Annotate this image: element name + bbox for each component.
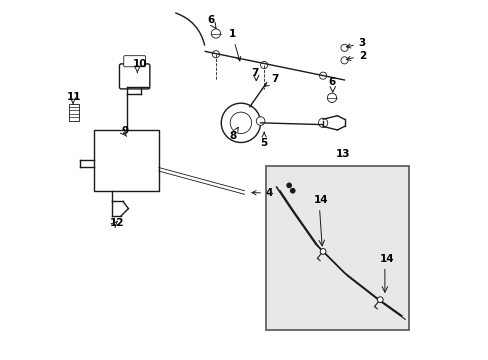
Text: 6: 6 (328, 77, 335, 87)
Circle shape (320, 249, 325, 254)
Bar (69, 104, 80, 121)
Bar (94, 130, 159, 191)
Circle shape (319, 72, 326, 79)
Circle shape (286, 183, 291, 188)
Text: 2: 2 (346, 50, 366, 60)
Text: 7: 7 (251, 68, 258, 78)
Circle shape (318, 118, 327, 127)
Text: 10: 10 (133, 59, 147, 69)
Text: 7: 7 (264, 74, 278, 86)
Circle shape (256, 117, 264, 125)
Text: 14: 14 (380, 254, 394, 264)
Circle shape (290, 189, 294, 193)
Circle shape (230, 112, 251, 134)
Text: 8: 8 (229, 127, 238, 141)
Text: 3: 3 (346, 38, 366, 48)
FancyBboxPatch shape (119, 64, 149, 89)
Text: 9: 9 (121, 126, 128, 136)
Circle shape (212, 51, 219, 58)
FancyBboxPatch shape (123, 56, 145, 67)
Bar (265, 166, 408, 330)
Text: 1: 1 (228, 29, 240, 61)
Circle shape (326, 93, 336, 103)
Text: 5: 5 (260, 132, 267, 148)
Circle shape (221, 103, 260, 143)
Circle shape (377, 297, 382, 302)
Text: 11: 11 (66, 92, 81, 102)
Circle shape (340, 44, 347, 51)
Circle shape (211, 29, 220, 38)
Text: 14: 14 (313, 195, 328, 205)
Text: 12: 12 (109, 219, 124, 229)
Circle shape (260, 62, 267, 68)
Text: 4: 4 (251, 188, 273, 198)
Text: 13: 13 (335, 149, 349, 159)
Text: 6: 6 (206, 15, 214, 25)
Circle shape (340, 57, 347, 64)
